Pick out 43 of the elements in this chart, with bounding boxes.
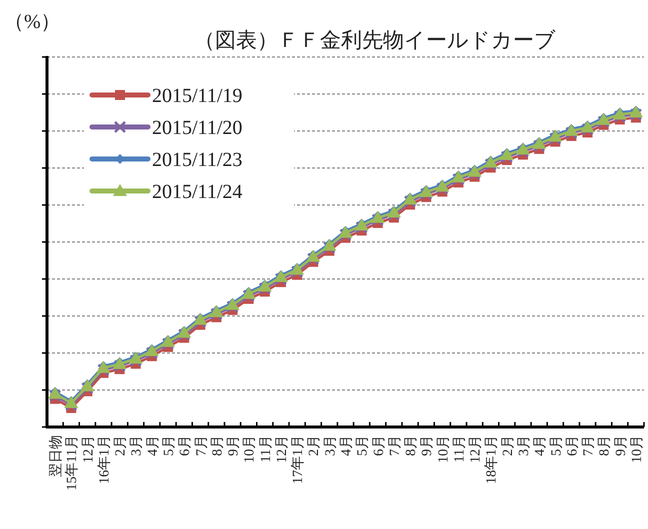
x-tick-label: 17年1月 bbox=[290, 435, 306, 484]
x-tick-label: 8月 bbox=[210, 435, 226, 456]
x-tick-label: 12月 bbox=[274, 435, 290, 463]
x-tick-label: 3月 bbox=[516, 435, 532, 456]
x-tick-label: 2月 bbox=[114, 435, 129, 456]
x-tick-label: 2月 bbox=[500, 435, 516, 456]
x-tick-label: 15年11月 bbox=[64, 435, 80, 490]
x-tick-label: 3月 bbox=[323, 435, 338, 456]
x-tick-label: 4月 bbox=[340, 435, 354, 456]
legend-label: 2015/11/20 bbox=[152, 117, 242, 139]
x-tick-label: 18年1月 bbox=[484, 435, 500, 484]
x-tick-label: 10月 bbox=[242, 435, 258, 463]
x-tick-label: 4月 bbox=[146, 435, 161, 456]
y-axis-title: （%） bbox=[4, 11, 61, 33]
legend-label: 2015/11/23 bbox=[152, 149, 242, 171]
x-tick-label: 8月 bbox=[598, 435, 613, 456]
x-tick-label: 11月 bbox=[452, 435, 468, 462]
x-tick-label: 7月 bbox=[388, 435, 403, 456]
x-tick-label: 7月 bbox=[582, 435, 597, 456]
x-tick-label: 5月 bbox=[356, 435, 371, 456]
x-tick-label: 7月 bbox=[194, 435, 210, 456]
x-tick-label: 9月 bbox=[226, 435, 242, 456]
x-tick-label: 6月 bbox=[372, 435, 387, 456]
x-tick-label: 9月 bbox=[420, 435, 436, 456]
x-tick-label: 翌日物 bbox=[48, 435, 64, 477]
x-tick-label: 2月 bbox=[307, 435, 322, 456]
x-tick-label: 3月 bbox=[130, 435, 145, 456]
x-tick-label: 6月 bbox=[178, 435, 194, 456]
x-tick-label: 10月 bbox=[436, 435, 452, 463]
legend-label: 2015/11/24 bbox=[152, 181, 242, 203]
x-tick-label: 5月 bbox=[162, 435, 178, 456]
x-tick-label: 11月 bbox=[258, 435, 274, 462]
x-tick-label: 6月 bbox=[565, 435, 580, 456]
x-tick-label: 12月 bbox=[81, 435, 96, 463]
x-tick-label: 16年1月 bbox=[96, 435, 112, 484]
x-tick-label: 9月 bbox=[614, 435, 629, 456]
x-tick-label: 12月 bbox=[468, 435, 484, 463]
x-tick-label: 8月 bbox=[404, 435, 420, 456]
x-tick-label: 10月 bbox=[630, 435, 645, 463]
legend-label: 2015/11/19 bbox=[152, 85, 242, 107]
x-tick-label: 4月 bbox=[533, 435, 548, 456]
chart-title: （図表）ＦＦ金利先物イールドカーブ bbox=[194, 28, 556, 52]
x-tick-label: 5月 bbox=[549, 435, 564, 456]
